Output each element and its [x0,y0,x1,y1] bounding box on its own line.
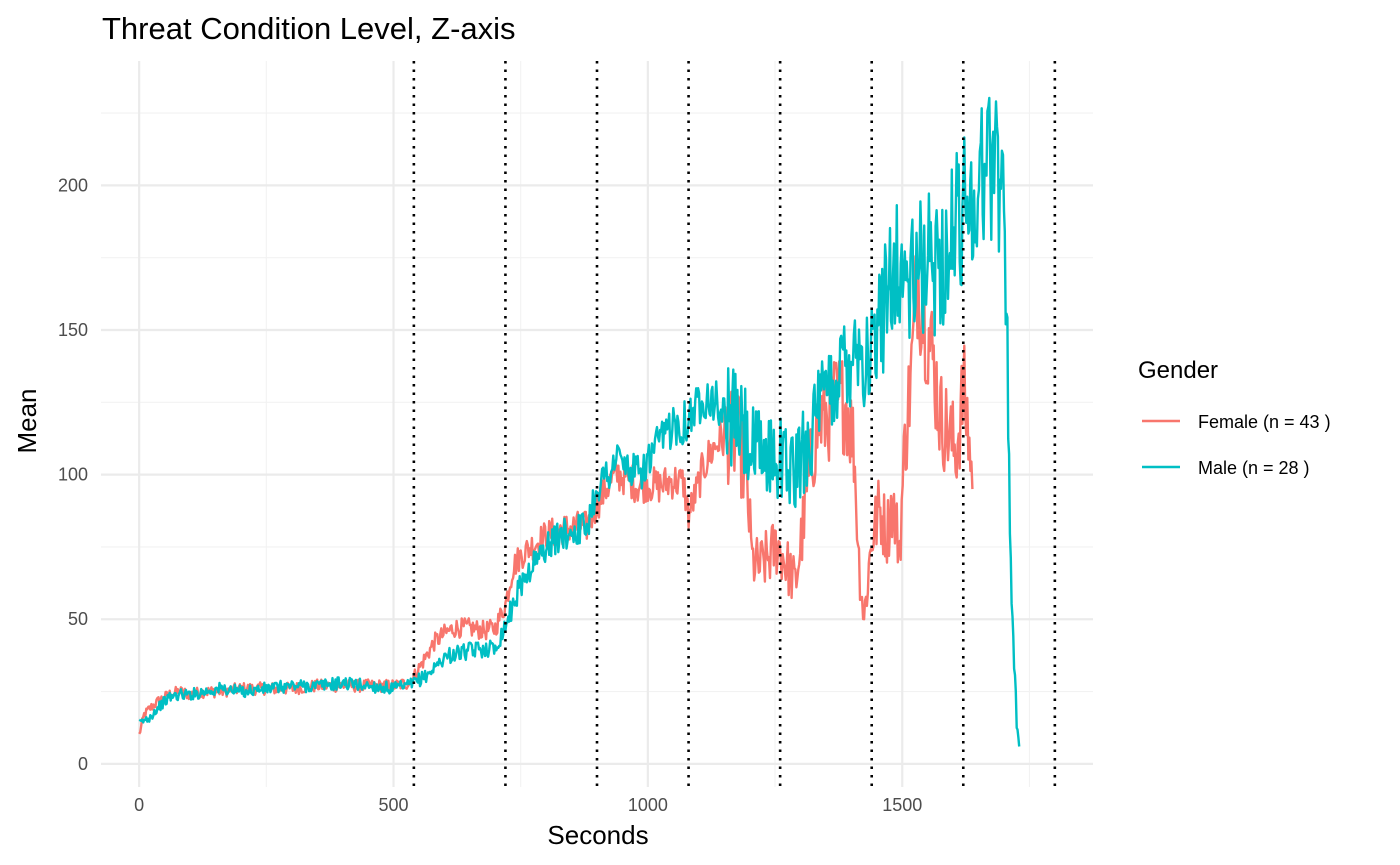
x-axis-ticks: 0 500 1000 1500 [134,795,922,815]
x-axis-title: Seconds [547,820,648,850]
x-tick-label: 0 [134,795,144,815]
x-tick-label: 1000 [628,795,668,815]
major-gridlines [101,61,1093,787]
vertical-reference-lines [412,61,1057,787]
y-tick-label: 50 [68,609,88,629]
y-tick-label: 150 [58,320,88,340]
series-line-female [138,255,974,735]
legend-title: Gender [1138,357,1218,384]
x-tick-label: 1500 [882,795,922,815]
chart-title: Threat Condition Level, Z-axis [102,11,516,46]
x-tick-label: 500 [378,795,408,815]
y-tick-label: 200 [58,175,88,195]
series-layer [138,96,1021,747]
legend-label-female: Female (n = 43 ) [1198,412,1331,432]
legend: Gender Female (n = 43 ) Male (n = 28 ) [1138,357,1331,478]
series-line-male [138,96,1021,747]
y-axis-ticks: 0 50 100 150 200 [58,175,88,773]
y-axis-title: Mean [12,388,42,453]
y-tick-label: 100 [58,465,88,485]
legend-label-male: Male (n = 28 ) [1198,458,1310,478]
minor-gridlines [101,61,1093,787]
y-tick-label: 0 [78,754,88,774]
